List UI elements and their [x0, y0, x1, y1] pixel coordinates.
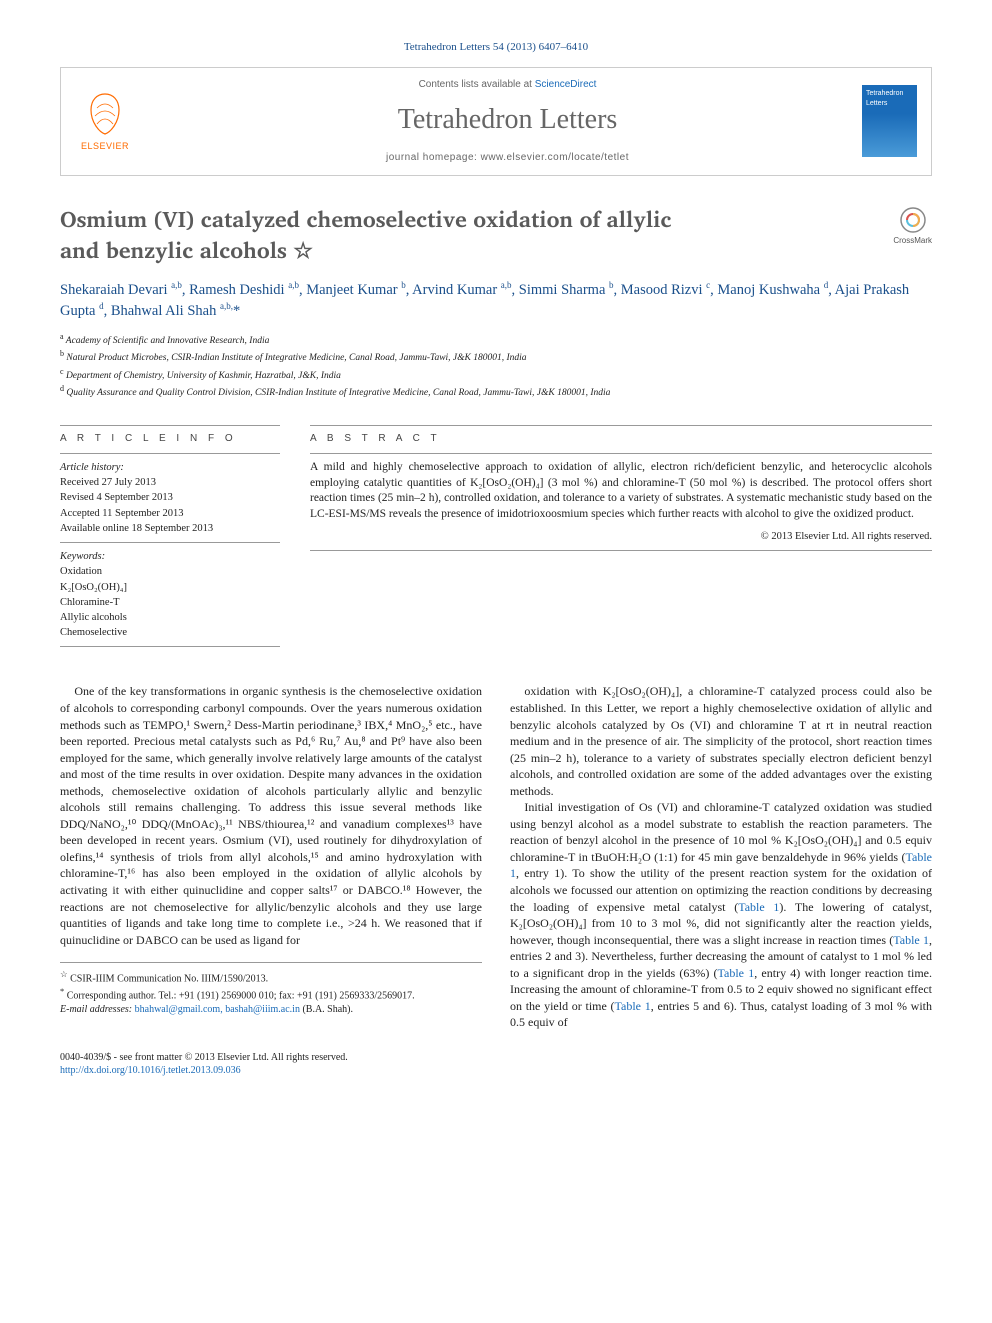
elsevier-logo: ELSEVIER — [75, 86, 135, 156]
abstract-copyright: © 2013 Elsevier Ltd. All rights reserved… — [310, 530, 932, 544]
history-line: Accepted 11 September 2013 — [60, 506, 280, 521]
keyword-line: Oxidation — [60, 564, 280, 579]
article-title-line1: Osmium (VI) catalyzed chemoselective oxi… — [60, 206, 672, 234]
history-block: Article history: Received 27 July 2013Re… — [60, 460, 280, 536]
footnote-sym-1: ☆ — [60, 969, 68, 979]
keyword-line: Chloramine-T — [60, 595, 280, 610]
sciencedirect-link[interactable]: ScienceDirect — [535, 79, 597, 90]
crossmark-badge[interactable]: CrossMark — [893, 206, 932, 247]
history-line: Received 27 July 2013 — [60, 475, 280, 490]
keywords-label: Keywords: — [60, 549, 280, 564]
footnote-corresponding: * Corresponding author. Tel.: +91 (191) … — [60, 986, 482, 1003]
authors-line: Shekaraiah Devari a,b, Ramesh Deshidi a,… — [60, 279, 932, 321]
affiliations: a Academy of Scientific and Innovative R… — [60, 331, 932, 401]
table-ref-link[interactable]: Table 1 — [718, 966, 755, 980]
keyword-line: K₂[OsO₂(OH)₄] — [60, 580, 280, 595]
contents-prefix: Contents lists available at — [419, 79, 535, 90]
footnotes: ☆ CSIR-IIIM Communication No. IIIM/1590/… — [60, 962, 482, 1016]
keyword-line: Allylic alcohols — [60, 610, 280, 625]
table-ref-link[interactable]: Table 1 — [738, 900, 779, 914]
cover-title: Tetrahedron Letters — [866, 89, 913, 108]
footnote-text-1: CSIR-IIIM Communication No. IIIM/1590/20… — [70, 974, 268, 985]
article-title-line2: and benzylic alcohols ☆ — [60, 237, 672, 265]
body-para-2: oxidation with K₂[OsO₂(OH)₄], a chlorami… — [510, 683, 932, 799]
body-para-3: Initial investigation of Os (VI) and chl… — [510, 799, 932, 1031]
contents-line: Contents lists available at ScienceDirec… — [153, 78, 862, 92]
info-abstract-row: A R T I C L E I N F O Article history: R… — [60, 419, 932, 654]
title-row: Osmium (VI) catalyzed chemoselective oxi… — [60, 206, 932, 269]
table-ref-link[interactable]: Table 1 — [510, 850, 932, 881]
table-ref-link[interactable]: Table 1 — [893, 933, 929, 947]
email-label: E-mail addresses: — [60, 1004, 132, 1015]
article-info-head: A R T I C L E I N F O — [60, 432, 280, 446]
email-addresses[interactable]: bhahwal@gmail.com, bashah@iiim.ac.in — [135, 1004, 300, 1015]
elsevier-text: ELSEVIER — [81, 140, 129, 152]
citation-line: Tetrahedron Letters 54 (2013) 6407–6410 — [60, 40, 932, 55]
footnote-comm: ☆ CSIR-IIIM Communication No. IIIM/1590/… — [60, 969, 482, 986]
abstract-col: A B S T R A C T A mild and highly chemos… — [310, 419, 932, 654]
crossmark-label: CrossMark — [893, 236, 932, 247]
email-tail: (B.A. Shah). — [302, 1004, 353, 1015]
article-info-col: A R T I C L E I N F O Article history: R… — [60, 419, 280, 654]
history-line: Available online 18 September 2013 — [60, 521, 280, 536]
footer-bar: 0040-4039/$ - see front matter © 2013 El… — [60, 1051, 932, 1077]
journal-cover-icon: Tetrahedron Letters — [862, 85, 917, 157]
doi-link[interactable]: http://dx.doi.org/10.1016/j.tetlet.2013.… — [60, 1065, 241, 1076]
footnote-sym-2: * — [60, 986, 64, 996]
affiliation-line: b Natural Product Microbes, CSIR-Indian … — [60, 348, 932, 365]
footer-line1: 0040-4039/$ - see front matter © 2013 El… — [60, 1051, 932, 1064]
abstract-head: A B S T R A C T — [310, 432, 932, 446]
body-para-1: One of the key transformations in organi… — [60, 683, 482, 948]
affiliation-line: d Quality Assurance and Quality Control … — [60, 383, 932, 400]
body-text: One of the key transformations in organi… — [60, 683, 932, 1030]
history-label: Article history: — [60, 460, 280, 475]
article-title-block: Osmium (VI) catalyzed chemoselective oxi… — [60, 206, 672, 269]
abstract-text: A mild and highly chemoselective approac… — [310, 460, 932, 522]
journal-header: ELSEVIER Contents lists available at Sci… — [60, 67, 932, 176]
homepage-line: journal homepage: www.elsevier.com/locat… — [153, 151, 862, 165]
footnote-emails: E-mail addresses: bhahwal@gmail.com, bas… — [60, 1003, 482, 1017]
header-center: Contents lists available at ScienceDirec… — [153, 78, 862, 165]
table-ref-link[interactable]: Table 1 — [615, 999, 651, 1013]
keywords-block: Keywords: OxidationK₂[OsO₂(OH)₄]Chlorami… — [60, 549, 280, 640]
affiliation-line: c Department of Chemistry, University of… — [60, 366, 932, 383]
keyword-line: Chemoselective — [60, 625, 280, 640]
affiliation-line: a Academy of Scientific and Innovative R… — [60, 331, 932, 348]
journal-name: Tetrahedron Letters — [153, 101, 862, 139]
history-line: Revised 4 September 2013 — [60, 490, 280, 505]
footnote-text-2: Corresponding author. Tel.: +91 (191) 25… — [67, 990, 415, 1001]
